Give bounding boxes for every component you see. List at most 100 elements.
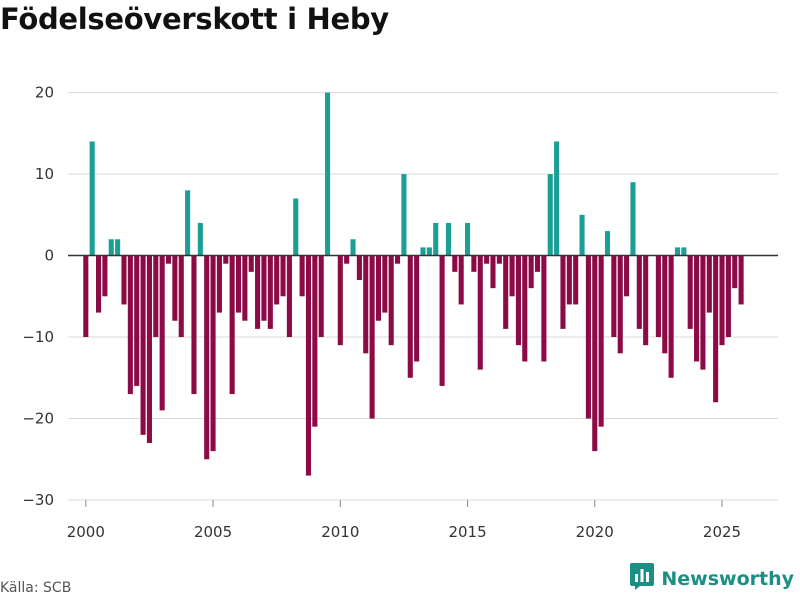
bar [426,247,432,256]
bar [674,247,681,256]
x-tick-label: 2025 [703,523,741,541]
bar [694,255,700,362]
bar [325,92,331,256]
bar [382,255,388,313]
bar [108,239,114,256]
x-tick-label: 2010 [321,523,359,541]
bar [592,255,598,452]
bar [725,255,731,338]
bar [713,255,719,403]
bar [534,255,541,272]
bar [560,255,566,329]
bar [102,255,108,297]
bar [83,255,89,338]
bar [490,255,496,289]
bar [547,174,553,256]
bar [89,141,95,256]
bar [242,255,248,321]
bar [643,255,649,346]
bar [178,255,184,338]
bar [229,255,235,395]
bar [216,255,222,313]
bar [579,214,585,256]
bar [655,255,661,338]
x-tick-label: 2020 [576,523,614,541]
bar [484,255,490,264]
bar [388,255,394,346]
bar [350,239,356,256]
y-tick-label: 0 [44,247,54,265]
bar [681,247,687,256]
bar [624,255,630,297]
bar [401,174,407,256]
bar [337,255,343,346]
bar [503,255,509,329]
bar [127,255,133,395]
bar [515,255,521,346]
bar [738,255,744,305]
x-tick-label: 2005 [194,523,232,541]
bar [700,255,706,370]
bar [395,255,401,264]
bar [286,255,292,338]
bar [165,255,172,264]
bar [369,255,375,419]
bar [344,255,350,264]
bar [261,255,267,321]
bar [312,255,318,427]
y-tick-label: 20 [35,84,54,102]
bar [248,255,254,272]
bar [573,255,579,305]
bar [95,255,102,313]
bar [464,222,471,256]
bar [566,255,572,305]
bar [305,255,312,476]
bar [204,255,210,460]
bar [134,255,140,386]
bar [617,255,623,354]
bar [541,255,547,362]
bar [140,255,146,435]
bar [407,255,413,378]
bar [433,222,439,256]
bar [146,255,152,443]
bar-chart-logo-icon [630,563,655,594]
bar [719,255,725,346]
bar [471,255,477,272]
brand-name: Newsworthy [661,567,794,590]
source-note: Källa: SCB [0,580,72,596]
bar [255,255,261,329]
x-axis-tick-labels: 2000 2005 2010 2015 2020 2025 [67,500,741,541]
bar [522,255,528,362]
bar [477,255,483,370]
brand-logo[interactable]: Newsworthy [630,563,794,594]
bar [445,222,451,256]
bar [598,255,604,427]
bar [363,255,369,354]
bar [223,255,229,264]
y-tick-label: −20 [22,410,54,428]
bar [458,255,464,305]
bar [299,255,305,297]
bar [420,247,426,256]
x-tick-label: 2015 [448,523,486,541]
bar [687,255,693,329]
bar [159,255,165,411]
x-tick-label: 2000 [67,523,105,541]
bar [280,255,286,297]
bar [662,255,668,354]
bar [318,255,324,338]
bar [554,141,560,256]
bar [121,255,127,305]
bars [83,92,744,476]
y-tick-label: −30 [22,491,54,509]
bar [452,255,458,272]
bar [267,255,273,329]
bar [585,255,591,419]
bar [274,255,280,305]
bar [509,255,515,297]
bar [636,255,642,329]
bar [210,255,216,452]
bar [172,255,178,321]
